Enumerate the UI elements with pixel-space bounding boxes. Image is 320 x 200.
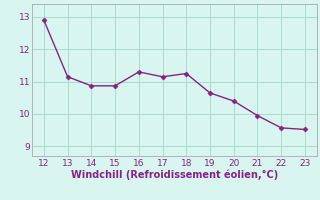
X-axis label: Windchill (Refroidissement éolien,°C): Windchill (Refroidissement éolien,°C) xyxy=(71,169,278,180)
